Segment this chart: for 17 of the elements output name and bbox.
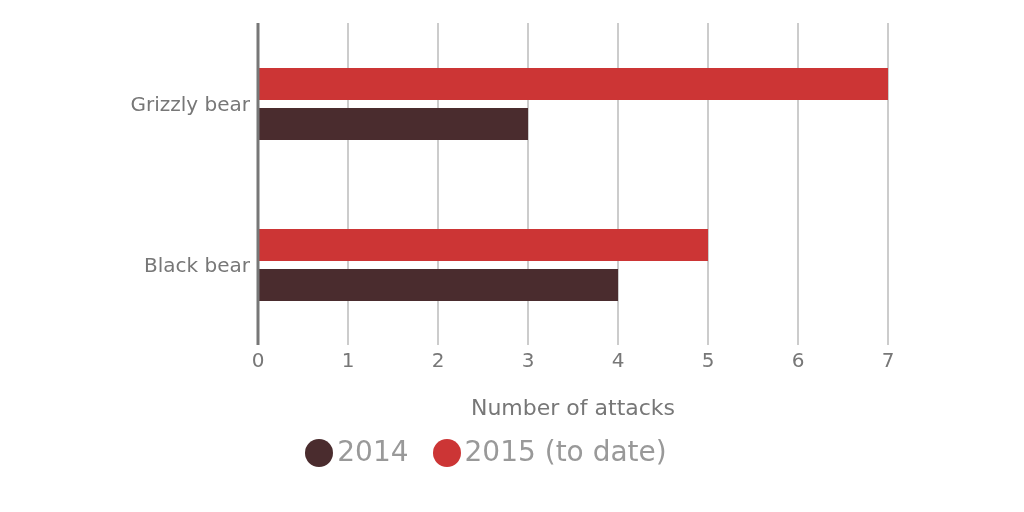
x-tick-label: 7 (881, 348, 895, 373)
bar (258, 68, 888, 100)
y-tick-label: Grizzly bear (130, 91, 251, 116)
bar (258, 269, 618, 301)
x-axis-title: Number of attacks (470, 395, 676, 420)
x-tick-label: 1 (341, 348, 355, 373)
y-tick-label: Black bear (144, 252, 251, 277)
legend-label: 2014 (337, 435, 409, 468)
bar (258, 108, 528, 140)
legend-label: 2015 (to date) (464, 435, 667, 468)
x-tick-label: 3 (521, 348, 535, 373)
x-tick-label: 6 (791, 348, 805, 373)
x-tick-label: 2 (431, 348, 445, 373)
x-tick-label: 0 (251, 348, 265, 373)
x-tick-label: 5 (701, 348, 715, 373)
x-tick-label: 4 (611, 348, 625, 373)
bar (258, 229, 708, 261)
